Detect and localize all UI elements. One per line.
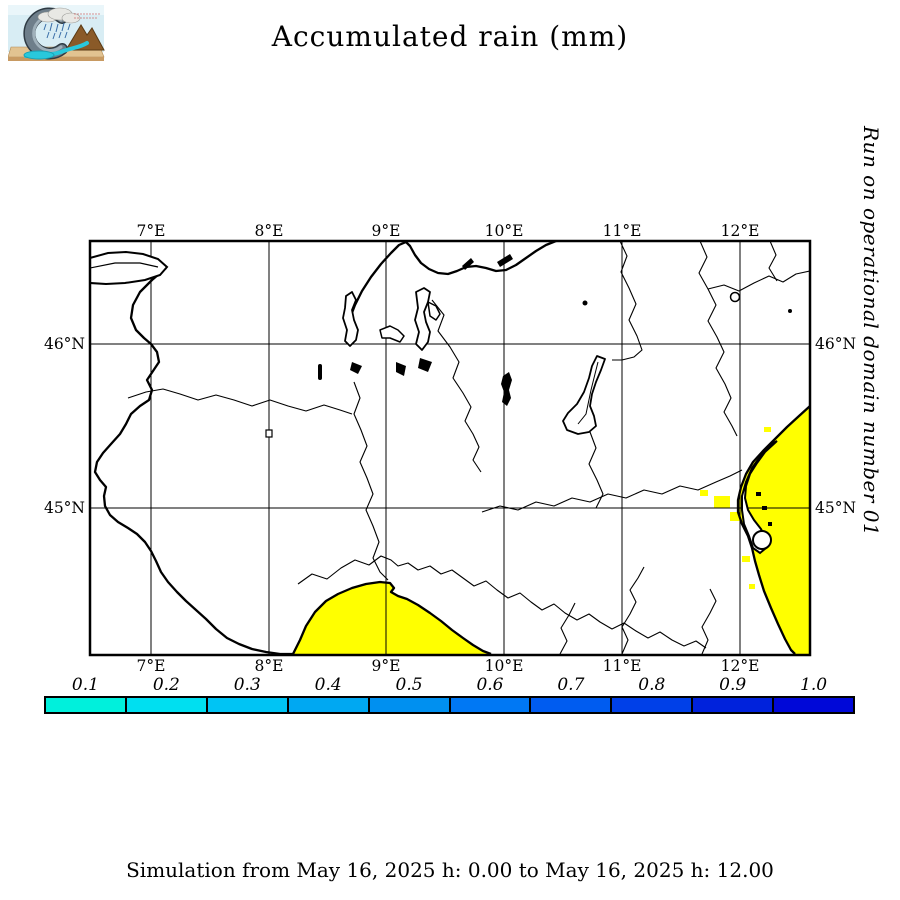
lon-label: 8°E bbox=[255, 657, 284, 675]
colorbar-label: 0.5 bbox=[395, 675, 423, 695]
lon-label: 8°E bbox=[255, 222, 284, 240]
logo-fine-print bbox=[74, 13, 101, 19]
lat-label: 45°N bbox=[815, 499, 856, 517]
colorbar-label: 0.3 bbox=[233, 675, 261, 695]
lake-geneva-outline bbox=[91, 250, 169, 286]
lon-label: 9°E bbox=[372, 222, 401, 240]
lon-label: 10°E bbox=[485, 222, 524, 240]
side-note: Run on operational domain number 01 bbox=[859, 126, 883, 537]
lon-label: 10°E bbox=[485, 657, 524, 675]
colorbar-segment: 0.5 bbox=[369, 675, 451, 712]
colorbar-label: 0.9 bbox=[719, 675, 747, 695]
colorbar-segment: 1.0 bbox=[774, 675, 854, 712]
small-lake-5 bbox=[788, 309, 792, 313]
adriatic-sea bbox=[738, 406, 809, 654]
small-lake-1 bbox=[396, 362, 406, 376]
lon-label: 11°E bbox=[603, 657, 642, 675]
colorbar-segment: 0.4 bbox=[288, 675, 370, 712]
colorbar-label: 0.6 bbox=[476, 675, 504, 695]
lake-garda-inner-line bbox=[577, 361, 599, 425]
lake-orta bbox=[318, 364, 322, 380]
map-frame bbox=[88, 239, 812, 657]
colorbar-segment: 0.1 bbox=[46, 675, 127, 712]
lon-label: 9°E bbox=[372, 657, 401, 675]
colorbar-label: 0.4 bbox=[314, 675, 342, 695]
lake-lugano bbox=[379, 325, 405, 343]
ligurian-sea bbox=[293, 582, 491, 654]
france-italy-border bbox=[93, 267, 293, 654]
chym-logo bbox=[7, 5, 105, 61]
small-lake-4 bbox=[582, 300, 588, 306]
small-lake-2 bbox=[418, 358, 432, 372]
venice-lagoon bbox=[741, 440, 778, 555]
regional-borders bbox=[127, 242, 809, 654]
colorbar-segment: 0.3 bbox=[207, 675, 289, 712]
lake-idro bbox=[497, 254, 513, 267]
adriatic-scattered-wet-pixels bbox=[700, 427, 771, 589]
lake-maggiore bbox=[342, 291, 359, 347]
map-land-background bbox=[91, 242, 809, 654]
colorbar-label: 0.7 bbox=[557, 675, 585, 695]
lat-label: 46°N bbox=[815, 335, 856, 353]
simulation-caption: Simulation from May 16, 2025 h: 0.00 to … bbox=[126, 858, 774, 882]
lake-geneva-inner-line bbox=[91, 262, 159, 269]
lon-label: 7°E bbox=[137, 657, 166, 675]
coastlines-national-borders bbox=[93, 242, 809, 654]
colorbar-segment: 0.9 bbox=[693, 675, 775, 712]
lon-label: 12°E bbox=[721, 657, 760, 675]
logo-rain-streaks bbox=[43, 22, 71, 40]
colorbar-label: 1.0 bbox=[800, 675, 828, 695]
logo-pool bbox=[23, 50, 55, 60]
small-lake-ring-1 bbox=[729, 291, 741, 303]
colorbar-label: 0.2 bbox=[152, 675, 180, 695]
logo-cloud bbox=[37, 7, 81, 24]
ligurian-coastline bbox=[291, 580, 492, 654]
lon-labels-bottom: 7°E 8°E 9°E 10°E 11°E 12°E bbox=[137, 657, 760, 675]
lagoon-basin-ring bbox=[752, 530, 772, 550]
lon-label: 12°E bbox=[721, 222, 760, 240]
logo-ground-front bbox=[8, 57, 104, 61]
lat-label: 46°N bbox=[44, 335, 85, 353]
town-square-marker bbox=[265, 429, 273, 438]
small-lake-3 bbox=[462, 258, 474, 270]
colorbar-segment: 0.2 bbox=[126, 675, 208, 712]
small-lakes-marks bbox=[318, 254, 792, 406]
chym-logo-graphic bbox=[7, 5, 105, 61]
logo-mountain bbox=[65, 24, 105, 51]
colorbar-segment: 0.6 bbox=[450, 675, 532, 712]
colorbar: 0.1 0.2 0.3 0.4 0.5 0.6 0.7 0.8 0.9 1.0 bbox=[44, 675, 855, 714]
grid-lines bbox=[91, 242, 809, 654]
colorbar-segment: 0.8 bbox=[612, 675, 694, 712]
lake-varese bbox=[350, 362, 362, 374]
lat-labels-left: 46°N 45°N bbox=[44, 335, 85, 517]
colorbar-label: 0.8 bbox=[638, 675, 666, 695]
colorbar-segment: 0.7 bbox=[531, 675, 613, 712]
lat-label: 45°N bbox=[44, 499, 85, 517]
swiss-italy-border bbox=[347, 242, 557, 345]
lon-label: 11°E bbox=[603, 222, 642, 240]
lake-iseo bbox=[501, 372, 512, 406]
lat-labels-right: 46°N 45°N bbox=[815, 335, 856, 517]
colorbar-label: 0.1 bbox=[71, 675, 99, 695]
page-title: Accumulated rain (mm) bbox=[271, 20, 629, 53]
lon-label: 7°E bbox=[137, 222, 166, 240]
lon-labels-top: 7°E 8°E 9°E 10°E 11°E 12°E bbox=[137, 222, 760, 240]
lake-como-east-branch bbox=[427, 301, 441, 321]
lake-como bbox=[414, 287, 431, 351]
